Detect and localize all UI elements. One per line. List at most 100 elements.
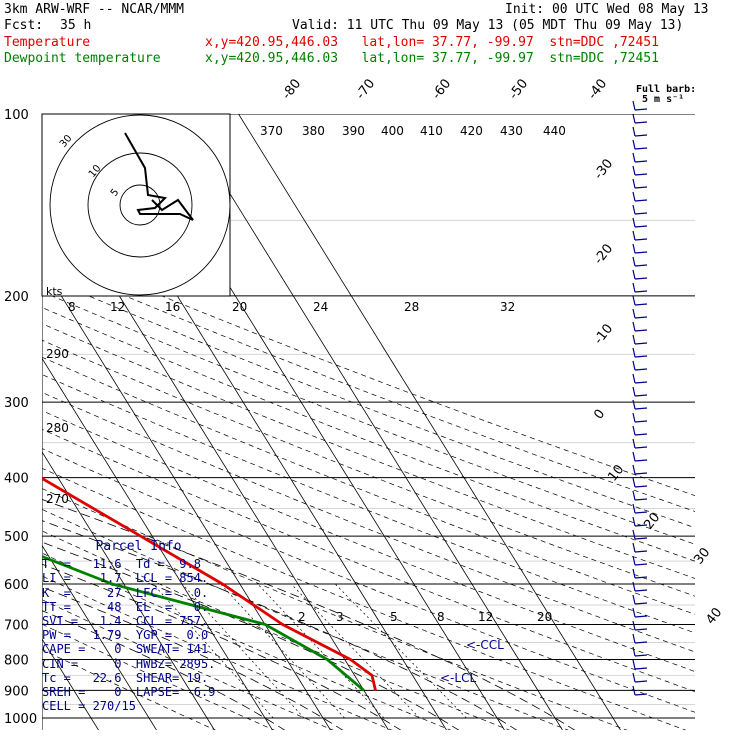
dry-adiabat	[42, 448, 695, 713]
wind-barb	[634, 524, 648, 527]
isotherm-line	[238, 114, 621, 730]
mixing-ratio-label: 12	[478, 610, 493, 624]
wind-barb	[634, 199, 648, 202]
parcel-info-row: K = 27 LFC = 0.	[42, 585, 209, 600]
hodograph-units: kts	[46, 285, 63, 298]
wind-barb	[632, 165, 636, 176]
mixing-ratio-lines	[152, 583, 467, 719]
mixing-ratio-line	[181, 583, 305, 719]
wind-barb	[632, 347, 636, 358]
wind-barb	[634, 680, 648, 683]
temperature-tick-label: -80	[279, 76, 304, 102]
dry-adiabat	[42, 374, 695, 634]
wind-barb	[632, 633, 636, 644]
parcel-info-panel: Parcel Info T = 11.6 Td = 9.8 LI = 1.7 LC…	[42, 539, 235, 735]
valid-time: Valid: 11 UTC Thu 09 May 13 (05 MDT Thu …	[292, 18, 684, 33]
parcel-info-row: LI = 1.7 LCL = 854.	[42, 571, 209, 586]
theta-label: 430	[500, 124, 523, 138]
theta-label: 380	[302, 124, 325, 138]
wind-barb	[634, 147, 648, 150]
temperature-legend: Temperature	[4, 35, 91, 50]
wind-barb	[632, 126, 636, 137]
barb-legend-title: Full barb:	[636, 84, 697, 95]
theta-label: 280	[46, 421, 69, 435]
wind-barb	[632, 191, 636, 202]
wind-barb	[632, 555, 636, 566]
wind-barb	[632, 178, 636, 189]
dry-adiabat	[42, 649, 217, 730]
parcel-info-row: T = 11.6 Td = 9.8	[42, 557, 201, 572]
wind-barb	[634, 316, 648, 319]
wind-barb	[634, 121, 648, 124]
wind-barb	[632, 672, 636, 683]
wind-barb	[634, 303, 648, 306]
parcel-info-row: CELL = 270/15	[42, 699, 136, 714]
wind-barb	[632, 295, 636, 306]
mixing-ratio-label: 12	[110, 300, 125, 314]
wind-barb	[632, 464, 636, 475]
mixing-ratio-label: 5	[390, 610, 398, 624]
parcel-info-row: SVI = 1.4 CCL = 757.	[42, 614, 209, 629]
temperature-tick-label: -40	[585, 76, 610, 102]
temperature-tick-label: -30	[591, 156, 616, 182]
temperature-tick-label: -70	[353, 76, 378, 102]
dewpoint-legend: Dewpoint temperature	[4, 51, 161, 66]
wind-barb	[634, 394, 648, 397]
moist-adiabat	[42, 520, 518, 730]
sounding-profiles	[42, 476, 377, 692]
pressure-tick-label: 100	[4, 108, 29, 123]
wind-barb	[634, 355, 648, 358]
wind-barb	[634, 264, 648, 267]
wind-barb	[634, 667, 648, 670]
wind-barb	[632, 230, 636, 241]
pressure-tick-label: 300	[4, 396, 29, 411]
wind-barb	[632, 490, 636, 501]
fcst-label: Fcst:	[4, 18, 44, 33]
wind-barb	[634, 628, 648, 631]
wind-barb	[632, 477, 636, 488]
wind-barb	[634, 160, 648, 163]
temperature-tick-label: -60	[429, 76, 454, 102]
wind-barb	[632, 620, 636, 631]
wind-barb	[632, 503, 636, 514]
wind-barb	[634, 472, 648, 475]
theta-label: 370	[260, 124, 283, 138]
mixing-ratio-line	[257, 583, 385, 719]
dry-adiabat	[42, 275, 695, 529]
wind-barb	[634, 290, 648, 293]
dry-adiabat	[42, 530, 511, 730]
theta-label: 290	[46, 347, 69, 361]
wind-barb	[632, 113, 636, 124]
wind-barb	[634, 329, 648, 332]
wind-barb	[632, 399, 636, 410]
isotherm-line	[42, 451, 215, 730]
wind-barb	[632, 373, 636, 384]
pressure-tick-label: 900	[4, 684, 29, 699]
wind-barb	[632, 152, 636, 163]
dry-adiabat	[42, 575, 393, 730]
isotherm-line	[180, 114, 563, 730]
temperature-info: x,y=420.95,446.03 lat,lon= 37.77, -99.97…	[205, 35, 659, 50]
pressure-tick-label: 800	[4, 653, 29, 668]
theta-label: 270	[46, 492, 69, 506]
wind-barb	[634, 511, 648, 514]
wind-barb	[632, 659, 636, 670]
moist-adiabat	[42, 541, 460, 730]
wind-barb	[634, 459, 648, 462]
dry-adiabat	[42, 291, 695, 545]
wind-barb	[634, 173, 648, 176]
parcel-info-row: TT = 48 EL = 0.	[42, 599, 209, 614]
parcel-info-row: PW = 1.79 YGP = 0.0	[42, 628, 209, 643]
dry-adiabats	[42, 245, 695, 730]
moist-adiabat	[42, 563, 402, 730]
wind-barb	[634, 108, 648, 111]
wind-barb	[632, 386, 636, 397]
isotherm-line	[0, 114, 40, 730]
hodograph-trace	[124, 132, 194, 221]
mixing-ratio-label: 28	[404, 300, 419, 314]
wind-barb	[634, 550, 648, 553]
pressure-tick-label: 600	[4, 578, 29, 593]
dry-adiabat	[42, 323, 695, 579]
temperature-tick-label: 30	[691, 545, 713, 567]
